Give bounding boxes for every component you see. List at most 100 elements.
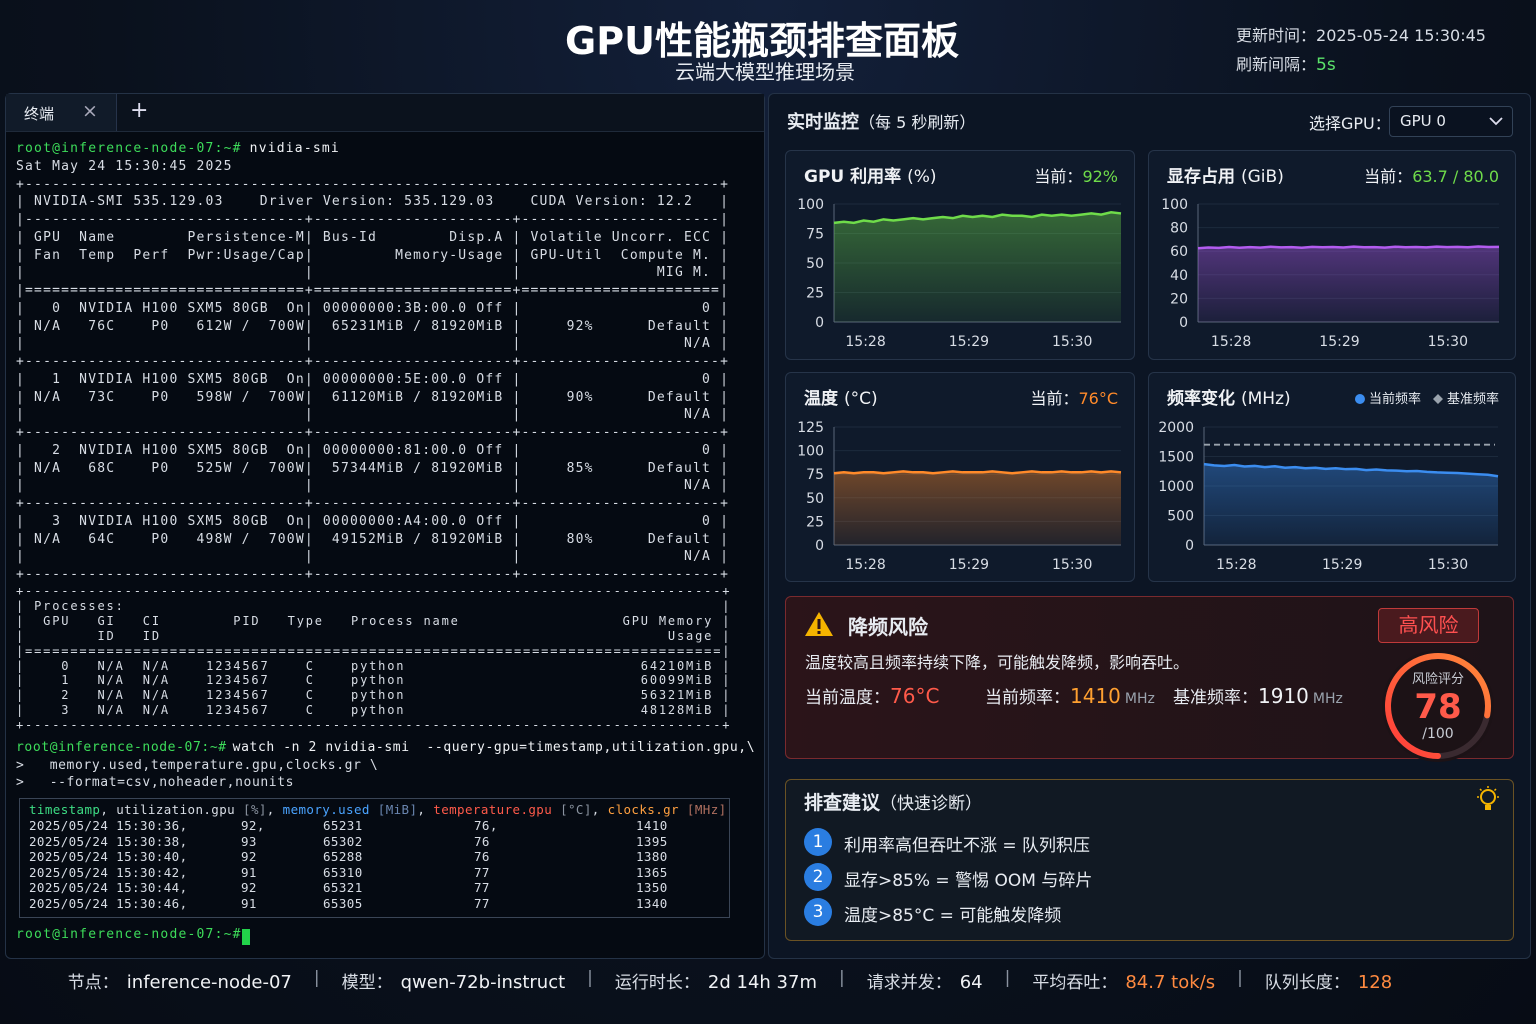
x-tick-label: 15:30 <box>1052 334 1092 350</box>
unit: (%) <box>907 167 936 187</box>
csv-cell: 91 <box>241 864 257 880</box>
csv-header-part: , utilization.gpu <box>100 802 244 817</box>
csv-cell: 77 <box>474 896 490 911</box>
process-line: | GPU GI CI PID Type Process name GPU Me… <box>16 613 732 628</box>
area <box>834 212 1121 322</box>
y-tick-label: 50 <box>806 491 824 507</box>
title: 显存占用 <box>1167 166 1235 187</box>
item-number: 2 <box>804 863 832 891</box>
process-line: | 3 N/A N/A 1234567 C python 48128MiB | <box>16 703 732 718</box>
output-line: +-------------------------------+-------… <box>16 496 730 512</box>
chart-title: 温度 (°C) <box>804 388 878 409</box>
y-tick-label: 0 <box>815 538 824 554</box>
csv-header-part: , <box>417 802 434 817</box>
item-text: 显存>85% = 警惕 OOM 与碎片 <box>844 871 1093 891</box>
metric-value: 1910 <box>1258 684 1309 708</box>
chart-card: 频率变化 (MHz) 0 500 1000 1500 2000 15:28 15:29 15:30… <box>1148 372 1516 582</box>
tab-close[interactable]: × <box>82 100 98 122</box>
chart-title: 显存占用 (GiB) <box>1167 166 1284 187</box>
y-tick-label: 20 <box>1170 291 1188 307</box>
item-number: 3 <box>804 898 832 926</box>
csv-cell: 65310 <box>323 864 363 880</box>
new-tab[interactable]: + <box>130 98 149 123</box>
gpu-select[interactable]: GPU 0 <box>1389 106 1513 137</box>
title: 温度 <box>804 388 839 409</box>
process-line: | ID ID Usage | <box>16 628 732 643</box>
status-item: 请求并发： 64 <box>867 968 983 993</box>
item-text: 利用率高但吞吐不涨 = 队列积压 <box>844 836 1091 856</box>
csv-cell: 1350 <box>636 880 668 896</box>
csv-cell: 77 <box>474 880 490 896</box>
subtitle: （每 5 秒刷新） <box>859 113 976 132</box>
output-line: | 1 NVIDIA H100 SXM5 80GB On| 00000000:5… <box>16 371 730 387</box>
x-tick-label: 15:29 <box>949 557 989 573</box>
csv-cell: 1365 <box>636 864 668 880</box>
line <box>1197 245 1500 250</box>
command-line: > memory.used,temperature.gpu,clocks.gr … <box>16 757 379 773</box>
line <box>1203 462 1499 478</box>
status-label: 请求并发： <box>866 973 952 993</box>
item-number: 1 <box>804 828 832 856</box>
subtitle: （快速诊断） <box>880 794 983 814</box>
bulb-icon <box>1477 786 1499 810</box>
update-info: 更新时间：2025-05-24 15:30:45 <box>1236 22 1486 46</box>
output-line: +-------------------------------+-------… <box>16 354 730 370</box>
tab[interactable] <box>6 94 117 131</box>
prompt: root@inference-node-07:~# <box>16 740 227 755</box>
csv-cell: 65305 <box>323 896 363 911</box>
chevron[interactable] <box>1488 115 1504 127</box>
csv-header-part: , <box>591 802 608 817</box>
x-tick-label: 15:29 <box>949 334 989 350</box>
x-tick-label: 15:30 <box>1428 334 1468 350</box>
csv-header-part: [MHz] <box>679 802 727 817</box>
output-line: | | | MIG M. | <box>16 265 730 281</box>
csv-cell: 92, <box>241 818 265 833</box>
tab-label[interactable]: 终端 <box>24 105 55 123</box>
status-label: 队列长度： <box>1264 973 1350 993</box>
csv-header: timestamp, utilization.gpu [%], memory.u… <box>29 802 727 817</box>
x-tick-label: 15:28 <box>845 557 885 573</box>
metric-label: 当前温度： <box>805 688 890 708</box>
legend-marker <box>1432 394 1443 404</box>
label: 更新时间： <box>1236 26 1317 45</box>
status-item: 节点： inference-node-07 <box>68 968 292 993</box>
risk-badge: 高风险 <box>1378 608 1479 643</box>
prompt: root@inference-node-07:~# <box>16 141 242 156</box>
csv-cell: 92 <box>241 880 257 896</box>
status-item: 运行时长： 2d 14h 37m <box>615 968 817 993</box>
csv-header-part: [°C] <box>552 802 592 817</box>
metric-unit: MHz <box>1124 691 1155 707</box>
chart-card: GPU 利用率 (%) 当前：92% 0 25 50 75 100 15:28 15:29 15:3… <box>785 150 1135 360</box>
label: 刷新间隔： <box>1236 55 1317 74</box>
metric-value: 1410 <box>1070 684 1121 708</box>
y-tick-label: 500 <box>1167 509 1194 525</box>
output-line: +-------------------------------+-------… <box>16 425 730 441</box>
csv-cell: 93 <box>241 833 257 849</box>
select-value[interactable]: GPU 0 <box>1400 112 1446 130</box>
chart-card: 温度 (°C) 当前：76°C 0 25 50 75 100 125 15:28 15:29 15:3… <box>785 372 1135 582</box>
csv-header-part: , <box>266 802 283 817</box>
subtitle: 云端大模型推理场景 <box>675 60 855 84</box>
legend-label: 当前频率 <box>1369 391 1421 407</box>
metric-label: 基准频率： <box>1173 688 1258 708</box>
csv-header-part: memory.used <box>282 802 370 817</box>
y-tick-label: 1500 <box>1158 450 1194 466</box>
y-tick-label: 50 <box>806 256 824 272</box>
status-value: inference-node-07 <box>126 972 292 993</box>
csv-header-part: [%] <box>243 802 267 817</box>
csv-cell: 2025/05/24 15:30:42, <box>29 864 188 880</box>
output-line: | N/A 68C P0 525W / 700W| 57344MiB / 819… <box>16 460 730 476</box>
csv-header-part: clocks.gr <box>607 802 679 817</box>
output-line: | GPU Name Persistence-M| Bus-Id Disp.A … <box>16 229 730 245</box>
process-line: | Processes: | <box>16 598 732 613</box>
current-label: 当前： <box>1030 389 1078 408</box>
current-value: 92% <box>1082 167 1118 186</box>
csv-cell: 92 <box>241 849 257 865</box>
chart-title: 频率变化 (MHz) <box>1167 388 1291 409</box>
output-line: |-------------------------------+-------… <box>16 212 730 228</box>
monitor-title: 实时监控（每 5 秒刷新） <box>787 108 975 134</box>
output-line: |===============================+=======… <box>16 283 730 299</box>
title: GPU性能瓶颈排查面板 <box>565 19 959 63</box>
x-tick-label: 15:28 <box>845 334 885 350</box>
status-label: 平均吞吐： <box>1032 973 1118 993</box>
